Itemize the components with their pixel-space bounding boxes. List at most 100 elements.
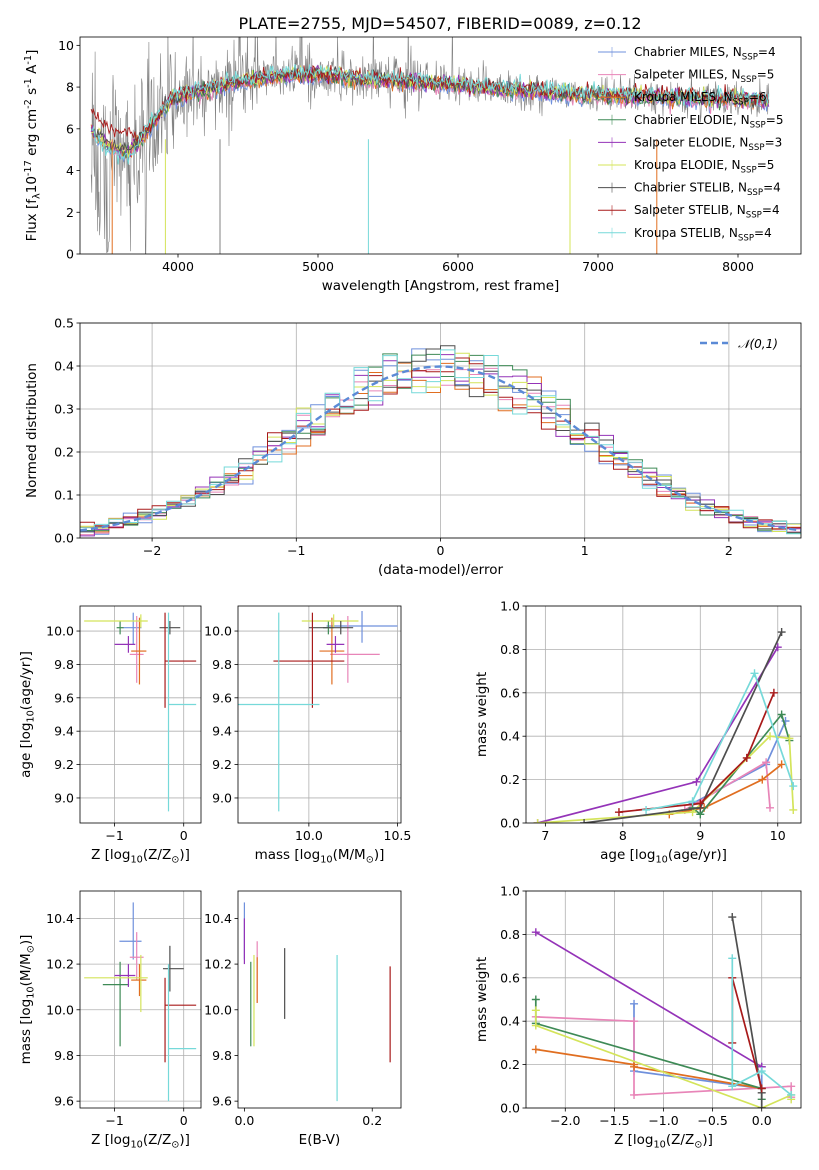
errorbar-salpeter-stelib (164, 612, 197, 708)
errorbar-kroupa-elodie (84, 614, 148, 628)
normal-reference-curve (80, 365, 801, 532)
y-axis-label: mass [log10(M/M⊙)] (18, 935, 37, 1065)
x-tick-label: −1.5 (599, 1113, 629, 1128)
x-tick-label: 4000 (162, 259, 194, 274)
errorbar-salpeter-miles (129, 932, 144, 981)
weight-line (731, 958, 792, 1096)
errorbar-kroupa-miles (131, 964, 147, 997)
y-tick-label: 9.6 (54, 690, 74, 705)
y-tick-label: 10.2 (46, 957, 74, 972)
weight-marker (789, 805, 798, 814)
plot-area (84, 902, 197, 1102)
y-tick-label: 0.2 (500, 1057, 520, 1072)
weight-marker (728, 954, 737, 963)
x-tick-label: 10.5 (384, 828, 412, 843)
legend-entry: Chabrier STELIB, NSSP=4 (634, 181, 781, 199)
errorbar-salpeter-elodie (114, 964, 136, 987)
y-tick-label: 9.8 (212, 657, 232, 672)
y-tick-label: 0.4 (54, 359, 74, 374)
y-tick-label: 9.6 (212, 1094, 232, 1109)
y-tick-label: 9.8 (54, 1048, 74, 1063)
weight-marker (766, 732, 775, 741)
chart-title: PLATE=2755, MJD=54507, FIBERID=0089, z=0… (238, 14, 641, 33)
weight-marker (630, 1090, 639, 1099)
legend-entry: Chabrier MILES, NSSP=4 (634, 45, 776, 63)
weight-marker (757, 1084, 766, 1093)
x-tick-label: 0.0 (234, 1113, 254, 1128)
y-tick-label: 10.4 (204, 911, 232, 926)
axes-weight-vs-Z: −2.0 −1.5 −1.0 −0.5 0.0 0.0 0.2 0.4 0.6 0.8 1.0 Z [… (474, 884, 802, 1151)
weight-marker (787, 1090, 796, 1099)
legend-entry: Chabrier ELODIE, NSSP=5 (634, 113, 783, 131)
weight-marker (533, 819, 542, 823)
y-tick-label: 9.4 (54, 724, 74, 739)
y-tick-label: 0 (66, 247, 74, 262)
x-tick-label: 1 (581, 543, 589, 558)
x-tick-label: 0 (180, 1113, 188, 1128)
errorbar-kroupa-elodie (84, 954, 148, 1013)
x-tick-label: 9 (696, 828, 704, 843)
errorbar-kroupa-miles (131, 617, 147, 685)
weight-marker (777, 628, 786, 637)
weights-chabrier-miles (630, 999, 766, 1093)
y-tick-label: 6 (66, 121, 74, 136)
weight-marker (580, 819, 589, 823)
x-tick-label: 0.2 (362, 1113, 382, 1128)
errorbar-chabrier-stelib (162, 945, 184, 992)
y-tick-label: 9.8 (212, 1048, 232, 1063)
weight-marker (766, 803, 775, 812)
weights-salpeter-elodie (531, 928, 766, 1071)
plot-area (531, 913, 796, 1108)
axes-residuals: −2 −1 0 1 2 0.0 0.1 0.2 0.3 0.4 0.5 (data-model)/er… (24, 316, 802, 578)
y-tick-label: 10.0 (204, 1002, 232, 1017)
y-tick-label: 0.2 (54, 445, 74, 460)
legend-entry: Salpeter STELIB, NSSP=4 (634, 203, 780, 221)
weight-marker (757, 1067, 766, 1076)
histogram-kroupa-stelib (80, 349, 801, 535)
errorbar-kroupa-stelib (167, 964, 197, 1102)
weights-kroupa-stelib (728, 954, 796, 1099)
errorbar-chabrier-miles (122, 612, 142, 645)
weights-kroupa-stelib (642, 669, 798, 814)
y-axis-label: mass weight (474, 957, 490, 1042)
errorbar-chabrier-miles (326, 611, 398, 643)
x-tick-label: 7 (541, 828, 549, 843)
plot-area (90, 37, 770, 254)
x-tick-label: 6000 (442, 259, 474, 274)
plot-area (533, 628, 798, 823)
weight-marker (692, 777, 701, 786)
y-tick-label: 0.6 (500, 685, 520, 700)
weight-line (583, 631, 783, 823)
y-tick-label: 0.6 (500, 970, 520, 985)
axes-age-vs-Z: −1 0 9.0 9.2 9.4 9.6 9.8 10.0 Z [log10(Z/Z⊙)] age… (18, 605, 202, 866)
weights-salpeter-elodie (533, 643, 782, 823)
x-tick-label: 0.0 (752, 1113, 772, 1128)
axes-frame (525, 890, 802, 1109)
x-tick-label: 8 (619, 828, 627, 843)
x-axis-label: mass [log10(M/M⊙)] (255, 847, 385, 866)
plot-area (80, 345, 801, 537)
weight-marker (642, 805, 651, 814)
weight-marker (696, 799, 705, 808)
model-spectrum-kroupa-stelib (90, 64, 770, 165)
y-tick-label: 10.0 (46, 1002, 74, 1017)
x-axis-label: (data-model)/error (378, 562, 504, 578)
y-axis-label: Flux [fλ10-17 erg cm-2 s-1 A-1] (23, 50, 43, 242)
axes-spectrum: 4000 5000 6000 7000 8000 0 2 4 6 8 10 wavelength [A… (23, 36, 802, 294)
x-tick-label: −1 (287, 543, 305, 558)
weight-marker (531, 995, 540, 1004)
y-tick-label: 10.4 (46, 911, 74, 926)
y-tick-label: 0.4 (500, 729, 520, 744)
legend-entry: Kroupa ELODIE, NSSP=5 (634, 158, 774, 176)
errorbar-kroupa-stelib (167, 612, 197, 812)
y-tick-label: 10.0 (46, 624, 74, 639)
weight-marker (785, 734, 794, 743)
x-tick-label: 7000 (582, 259, 614, 274)
errorbar-kroupa-elodie (301, 614, 359, 628)
axes-frame (525, 605, 802, 824)
weight-line (669, 763, 783, 816)
y-tick-label: 8 (66, 80, 74, 95)
errorbar-salpeter-stelib (164, 977, 197, 1063)
weight-marker (531, 1045, 540, 1054)
